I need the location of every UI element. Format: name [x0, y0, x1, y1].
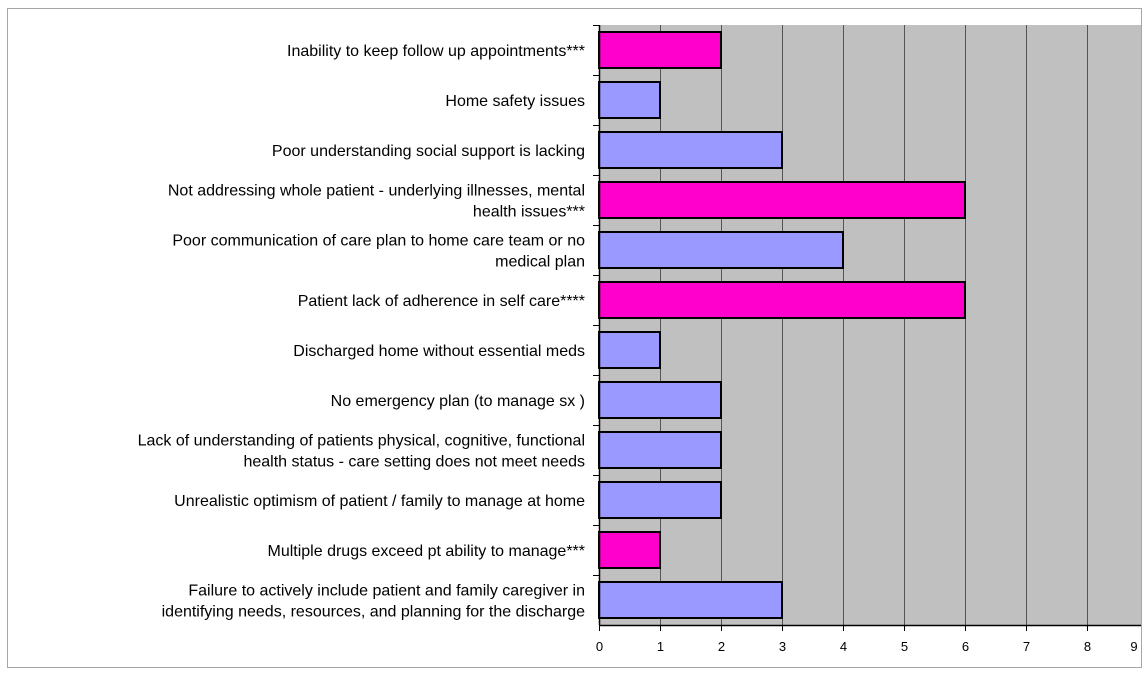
bar: [598, 81, 661, 119]
bar: [598, 131, 783, 169]
category-label: Not addressing whole patient - underlyin…: [168, 183, 585, 200]
category-label: health status - care setting does not me…: [243, 454, 585, 471]
bar: [598, 531, 661, 569]
bar: [598, 581, 783, 619]
bar: [598, 231, 844, 269]
category-label: Inability to keep follow up appointments…: [287, 43, 585, 60]
x-tick-label: 1: [657, 639, 664, 654]
category-label: Poor communication of care plan to home …: [172, 233, 585, 250]
bar: [598, 431, 722, 469]
category-label: Discharged home without essential meds: [293, 343, 585, 360]
category-label: Failure to actively include patient and …: [188, 583, 585, 600]
category-label: identifying needs, resources, and planni…: [162, 604, 585, 621]
bar: [598, 481, 722, 519]
bar: [598, 381, 722, 419]
category-label: Unrealistic optimism of patient / family…: [174, 493, 585, 510]
plot-area: [599, 25, 1141, 625]
category-label: Patient lack of adherence in self care**…: [298, 293, 585, 310]
category-label: health issues***: [473, 204, 585, 221]
bar-chart: Inability to keep follow up appointments…: [138, 25, 1141, 654]
chart-frame: Inability to keep follow up appointments…: [7, 8, 1142, 668]
x-tick-label: 9: [1130, 639, 1137, 654]
x-tick-label: 5: [901, 639, 908, 654]
bar: [598, 281, 966, 319]
x-tick-label: 7: [1023, 639, 1030, 654]
x-tick-label: 4: [840, 639, 847, 654]
category-label: Multiple drugs exceed pt ability to mana…: [267, 543, 585, 560]
category-label: Poor understanding social support is lac…: [272, 143, 585, 160]
x-tick-label: 8: [1084, 639, 1091, 654]
bar: [598, 331, 661, 369]
bar: [598, 181, 966, 219]
x-tick-label: 3: [779, 639, 786, 654]
category-label: medical plan: [495, 254, 585, 271]
category-label: Lack of understanding of patients physic…: [138, 433, 585, 450]
bar: [598, 31, 722, 69]
x-tick-label: 2: [718, 639, 725, 654]
category-label: No emergency plan (to manage sx ): [331, 393, 585, 410]
x-tick-label: 6: [962, 639, 969, 654]
category-label: Home safety issues: [445, 93, 585, 110]
x-tick-label: 0: [596, 639, 603, 654]
